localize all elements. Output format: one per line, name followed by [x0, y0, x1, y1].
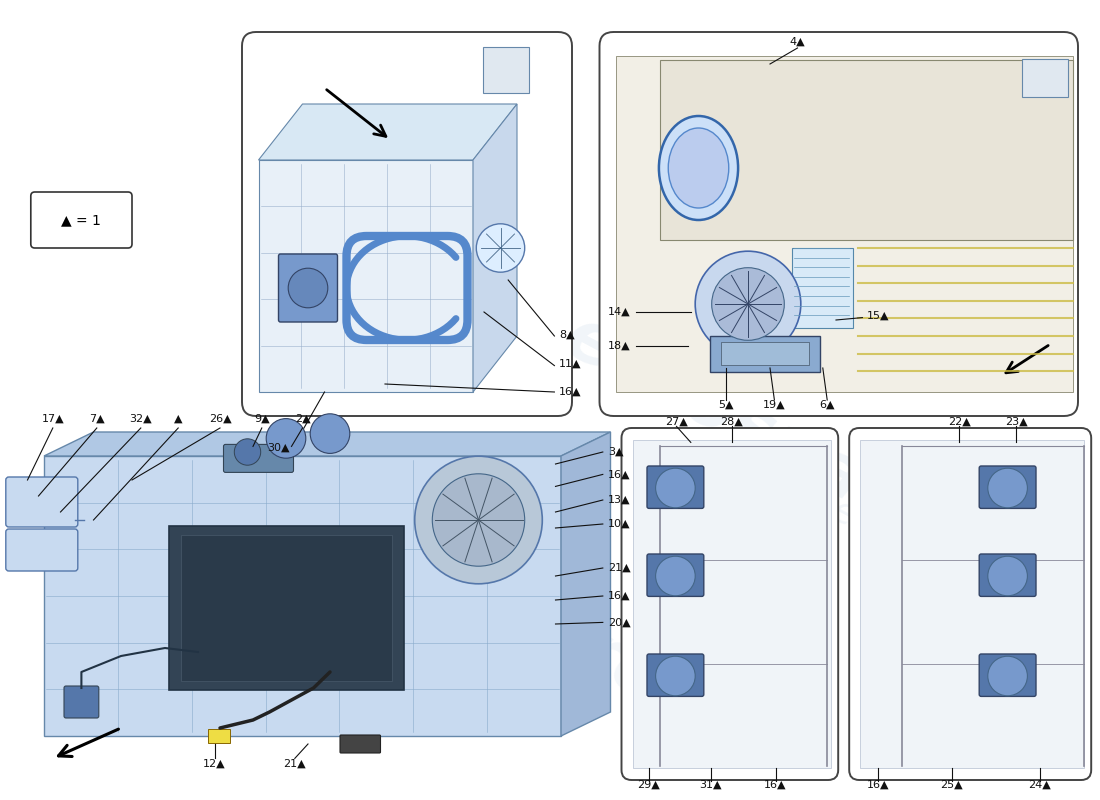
FancyBboxPatch shape: [621, 428, 838, 780]
Text: 30▲: 30▲: [267, 443, 289, 453]
Text: 22▲: 22▲: [948, 417, 970, 426]
Text: 23▲: 23▲: [1005, 417, 1027, 426]
Circle shape: [988, 656, 1027, 696]
Circle shape: [656, 556, 695, 596]
FancyBboxPatch shape: [64, 686, 99, 718]
Text: 13▲: 13▲: [608, 495, 630, 505]
Circle shape: [695, 251, 801, 357]
Text: 24▲: 24▲: [1028, 780, 1050, 790]
Text: 6▲: 6▲: [820, 400, 835, 410]
Text: 16▲: 16▲: [559, 387, 581, 397]
Text: 5▲: 5▲: [718, 400, 734, 410]
Text: 17▲: 17▲: [42, 414, 64, 424]
Text: 7▲: 7▲: [89, 414, 104, 424]
Circle shape: [656, 468, 695, 508]
Text: 21▲: 21▲: [608, 563, 631, 573]
Circle shape: [656, 656, 695, 696]
FancyBboxPatch shape: [600, 32, 1078, 416]
FancyBboxPatch shape: [483, 47, 529, 93]
Text: 29▲: 29▲: [638, 780, 660, 790]
FancyBboxPatch shape: [647, 466, 704, 509]
Text: 21▲: 21▲: [284, 759, 306, 769]
Circle shape: [288, 268, 328, 308]
Circle shape: [415, 456, 542, 584]
Text: 19▲: 19▲: [763, 400, 785, 410]
FancyBboxPatch shape: [792, 248, 852, 328]
FancyBboxPatch shape: [979, 654, 1036, 696]
FancyBboxPatch shape: [168, 526, 404, 690]
FancyBboxPatch shape: [849, 428, 1091, 780]
Text: 14▲: 14▲: [607, 307, 630, 317]
Circle shape: [712, 268, 784, 340]
Text: 2▲: 2▲: [295, 414, 310, 424]
Polygon shape: [258, 160, 473, 392]
FancyBboxPatch shape: [6, 477, 78, 527]
Text: 28▲: 28▲: [720, 417, 742, 426]
Text: 15▲: 15▲: [867, 311, 889, 321]
Polygon shape: [632, 440, 830, 768]
FancyBboxPatch shape: [1022, 59, 1068, 97]
Text: 26▲: 26▲: [209, 414, 231, 424]
Text: 11▲: 11▲: [559, 359, 581, 369]
Text: since 1990: since 1990: [763, 458, 953, 582]
Polygon shape: [473, 104, 517, 392]
Text: 25▲: 25▲: [940, 780, 962, 790]
Circle shape: [988, 556, 1027, 596]
Ellipse shape: [659, 116, 738, 220]
Text: 3▲: 3▲: [608, 447, 624, 457]
FancyBboxPatch shape: [710, 336, 820, 372]
Text: eurospares: eurospares: [552, 302, 988, 578]
Polygon shape: [258, 104, 517, 160]
FancyBboxPatch shape: [31, 192, 132, 248]
Text: 4▲: 4▲: [790, 37, 805, 46]
Circle shape: [988, 468, 1027, 508]
Text: ▲ = 1: ▲ = 1: [62, 213, 101, 227]
Circle shape: [432, 474, 525, 566]
Text: 16▲: 16▲: [608, 591, 630, 601]
FancyBboxPatch shape: [180, 535, 392, 681]
Circle shape: [266, 418, 306, 458]
Polygon shape: [561, 432, 610, 736]
FancyBboxPatch shape: [278, 254, 338, 322]
FancyBboxPatch shape: [720, 342, 808, 365]
FancyBboxPatch shape: [979, 466, 1036, 509]
FancyBboxPatch shape: [208, 729, 230, 742]
Polygon shape: [616, 56, 1072, 392]
Polygon shape: [44, 432, 610, 456]
FancyBboxPatch shape: [6, 529, 78, 571]
Text: 16▲: 16▲: [867, 780, 889, 790]
Circle shape: [310, 414, 350, 454]
Text: 27▲: 27▲: [666, 417, 688, 426]
Circle shape: [476, 224, 525, 272]
FancyBboxPatch shape: [242, 32, 572, 416]
Text: 32▲: 32▲: [130, 414, 152, 424]
Text: 16▲: 16▲: [608, 470, 630, 479]
Text: 20▲: 20▲: [608, 618, 631, 627]
FancyBboxPatch shape: [979, 554, 1036, 596]
FancyBboxPatch shape: [647, 654, 704, 696]
FancyBboxPatch shape: [340, 735, 381, 753]
Polygon shape: [44, 456, 561, 736]
Text: eurospares: eurospares: [277, 462, 713, 738]
FancyBboxPatch shape: [223, 445, 294, 472]
Polygon shape: [660, 60, 1072, 240]
Text: 18▲: 18▲: [607, 341, 630, 350]
Text: 16▲: 16▲: [764, 780, 786, 790]
Text: 12▲: 12▲: [204, 759, 226, 769]
FancyBboxPatch shape: [647, 554, 704, 596]
Circle shape: [234, 438, 261, 465]
Text: 9▲: 9▲: [254, 414, 270, 424]
Text: ▲: ▲: [174, 414, 183, 424]
Text: 31▲: 31▲: [700, 780, 722, 790]
Text: 8▲: 8▲: [559, 330, 574, 339]
Text: 10▲: 10▲: [608, 519, 630, 529]
Ellipse shape: [669, 128, 728, 208]
Polygon shape: [860, 440, 1084, 768]
